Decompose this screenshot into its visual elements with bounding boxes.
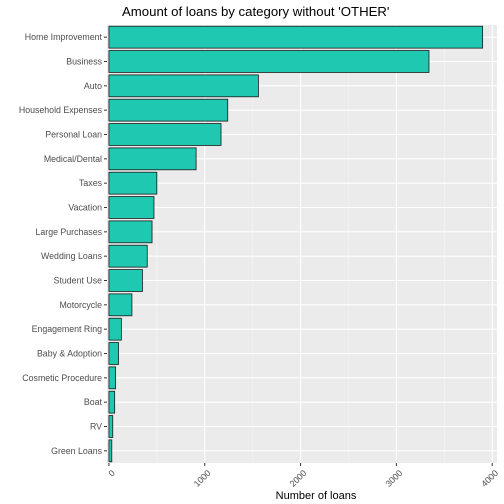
- x-tick-label: 3000: [383, 468, 404, 489]
- x-tick-label: 0: [106, 468, 117, 479]
- y-tick-label-medical-dental: Medical/Dental: [44, 154, 102, 164]
- y-tick-label-baby-adoption: Baby & Adoption: [37, 349, 102, 359]
- bars: [108, 25, 484, 463]
- y-tick-label-taxes: Taxes: [79, 178, 103, 188]
- y-axis: Home Improvement Business Auto Household Ex…: [19, 32, 107, 456]
- bar-business: [108, 50, 430, 73]
- bar-baby-adoption: [108, 342, 119, 365]
- bar-medical-dental: [108, 147, 197, 171]
- x-tick-label: 1000: [192, 468, 213, 489]
- bar-student-use: [108, 269, 143, 292]
- bar-cosmetic-procedure: [108, 366, 117, 390]
- bar-wedding-loans: [108, 244, 148, 268]
- y-tick-label-auto: Auto: [84, 81, 102, 91]
- y-tick-label-personal-loan: Personal Loan: [45, 130, 102, 140]
- x-axis-title: Number of loans: [276, 490, 357, 502]
- y-tick-label-boat: Boat: [84, 397, 103, 407]
- chart-title: Amount of loans by category without 'OTH…: [122, 4, 389, 19]
- bar-vacation: [108, 196, 155, 219]
- y-tick-label-household-expenses: Household Expenses: [19, 105, 103, 115]
- y-tick-label-student-use: Student Use: [54, 276, 103, 286]
- bar-motorcycle: [108, 293, 133, 317]
- y-tick-label-motorcycle: Motorcycle: [59, 300, 102, 310]
- bar-rv: [108, 415, 114, 438]
- y-tick-label-wedding-loans: Wedding Loans: [41, 251, 103, 261]
- bar-green-loans: [108, 439, 113, 463]
- bar-home-improvement: [108, 25, 484, 49]
- y-tick-label-vacation: Vacation: [68, 203, 102, 213]
- bar-auto: [108, 74, 259, 98]
- y-tick-label-cosmetic-procedure: Cosmetic Procedure: [22, 373, 102, 383]
- x-tick-label: 2000: [288, 468, 309, 489]
- plot-panel: [107, 25, 497, 463]
- bar-household-expenses: [108, 98, 229, 122]
- bar-large-purchases: [108, 220, 153, 244]
- y-tick-label-green-loans: Green Loans: [51, 446, 102, 456]
- y-tick-label-rv: RV: [90, 422, 102, 432]
- plot-panel-background: [107, 25, 497, 463]
- x-tick-label: 4000: [479, 468, 500, 489]
- y-tick-label-home-improvement: Home Improvement: [25, 32, 103, 42]
- bar-personal-loan: [108, 123, 222, 146]
- y-tick-label-business: Business: [66, 57, 102, 67]
- x-axis: 0 1000 2000 3000 4000: [106, 463, 500, 489]
- bar-boat: [108, 390, 116, 414]
- y-tick-label-engagement-ring: Engagement Ring: [32, 324, 103, 334]
- bar-taxes: [108, 171, 158, 195]
- y-tick-label-large-purchases: Large Purchases: [35, 227, 102, 237]
- minor-gridlines: [156, 25, 445, 463]
- bar-engagement-ring: [108, 317, 122, 341]
